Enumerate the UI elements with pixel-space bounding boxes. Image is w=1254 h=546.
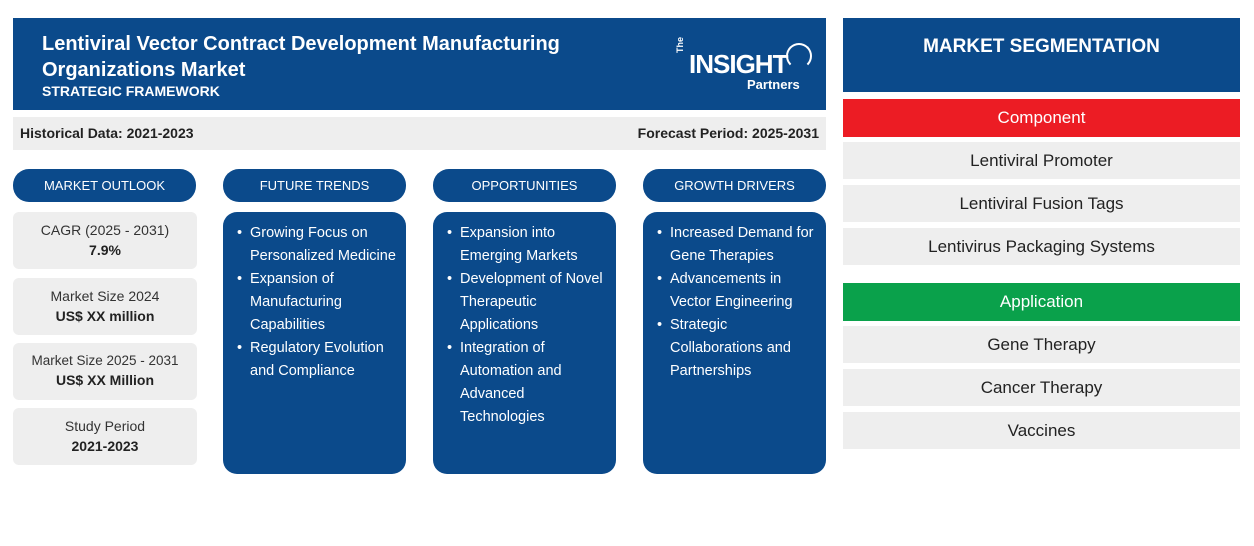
title-banner: Lentiviral Vector Contract Development M…: [13, 18, 826, 110]
historical-data: Historical Data: 2021-2023: [20, 125, 194, 141]
list-item: Advancements in Vector Engineering: [651, 268, 816, 314]
opportunities-box: Expansion into Emerging Markets Developm…: [433, 212, 616, 474]
stat-value: US$ XX Million: [55, 372, 154, 388]
page-title: Lentiviral Vector Contract Development M…: [42, 33, 560, 55]
stat-value: US$ XX million: [55, 308, 155, 324]
logo-the: The: [675, 36, 685, 53]
segment-item: Vaccines: [843, 412, 1240, 449]
page-subtitle: STRATEGIC FRAMEWORK: [42, 83, 220, 99]
segment-item: Lentivirus Packaging Systems: [843, 228, 1240, 265]
period-info-bar: Historical Data: 2021-2023 Forecast Peri…: [13, 117, 826, 150]
forecast-period: Forecast Period: 2025-2031: [637, 125, 819, 141]
logo-circle-icon: [786, 43, 812, 69]
page-title-line-2: Organizations Market: [42, 59, 246, 81]
segment-item: Lentiviral Promoter: [843, 142, 1240, 179]
list-item: Increased Demand for Gene Therapies: [651, 222, 816, 268]
cagr-stat: CAGR (2025 - 2031) 7.9%: [13, 212, 197, 269]
market-outlook-header: MARKET OUTLOOK: [13, 169, 196, 202]
growth-drivers-header: GROWTH DRIVERS: [643, 169, 826, 202]
segment-item: Cancer Therapy: [843, 369, 1240, 406]
stat-value: 2021-2023: [71, 438, 139, 454]
list-item: Regulatory Evolution and Compliance: [231, 337, 396, 383]
market-size-forecast-stat: Market Size 2025 - 2031 US$ XX Million: [13, 343, 197, 400]
stat-label: Study Period: [64, 418, 146, 434]
logo-insight: INSIGHT: [689, 49, 788, 79]
opportunities-header: OPPORTUNITIES: [433, 169, 616, 202]
stat-label: Market Size 2025 - 2031: [31, 353, 179, 368]
future-trends-box: Growing Focus on Personalized Medicine E…: [223, 212, 406, 474]
study-period-stat: Study Period 2021-2023: [13, 408, 197, 465]
stat-value: 7.9%: [89, 242, 121, 258]
insight-partners-logo: The INSIGHT Partners: [675, 37, 815, 103]
list-item: Growing Focus on Personalized Medicine: [231, 222, 396, 268]
segment-item: Gene Therapy: [843, 326, 1240, 363]
growth-drivers-box: Increased Demand for Gene Therapies Adva…: [643, 212, 826, 474]
segment-category-application: Application: [843, 283, 1240, 321]
list-item: Integration of Automation and Advanced T…: [441, 337, 606, 429]
list-item: Expansion into Emerging Markets: [441, 222, 606, 268]
list-item: Expansion of Manufacturing Capabilities: [231, 268, 396, 337]
future-trends-header: FUTURE TRENDS: [223, 169, 406, 202]
segment-category-component: Component: [843, 99, 1240, 137]
logo-partners: Partners: [747, 77, 800, 92]
market-segmentation-title: MARKET SEGMENTATION: [843, 18, 1240, 92]
list-item: Development of Novel Therapeutic Applica…: [441, 268, 606, 337]
list-item: Strategic Collaborations and Partnership…: [651, 314, 816, 383]
stat-label: Market Size 2024: [50, 288, 160, 304]
stat-label: CAGR (2025 - 2031): [40, 222, 170, 238]
market-size-2024-stat: Market Size 2024 US$ XX million: [13, 278, 197, 335]
segment-item: Lentiviral Fusion Tags: [843, 185, 1240, 222]
